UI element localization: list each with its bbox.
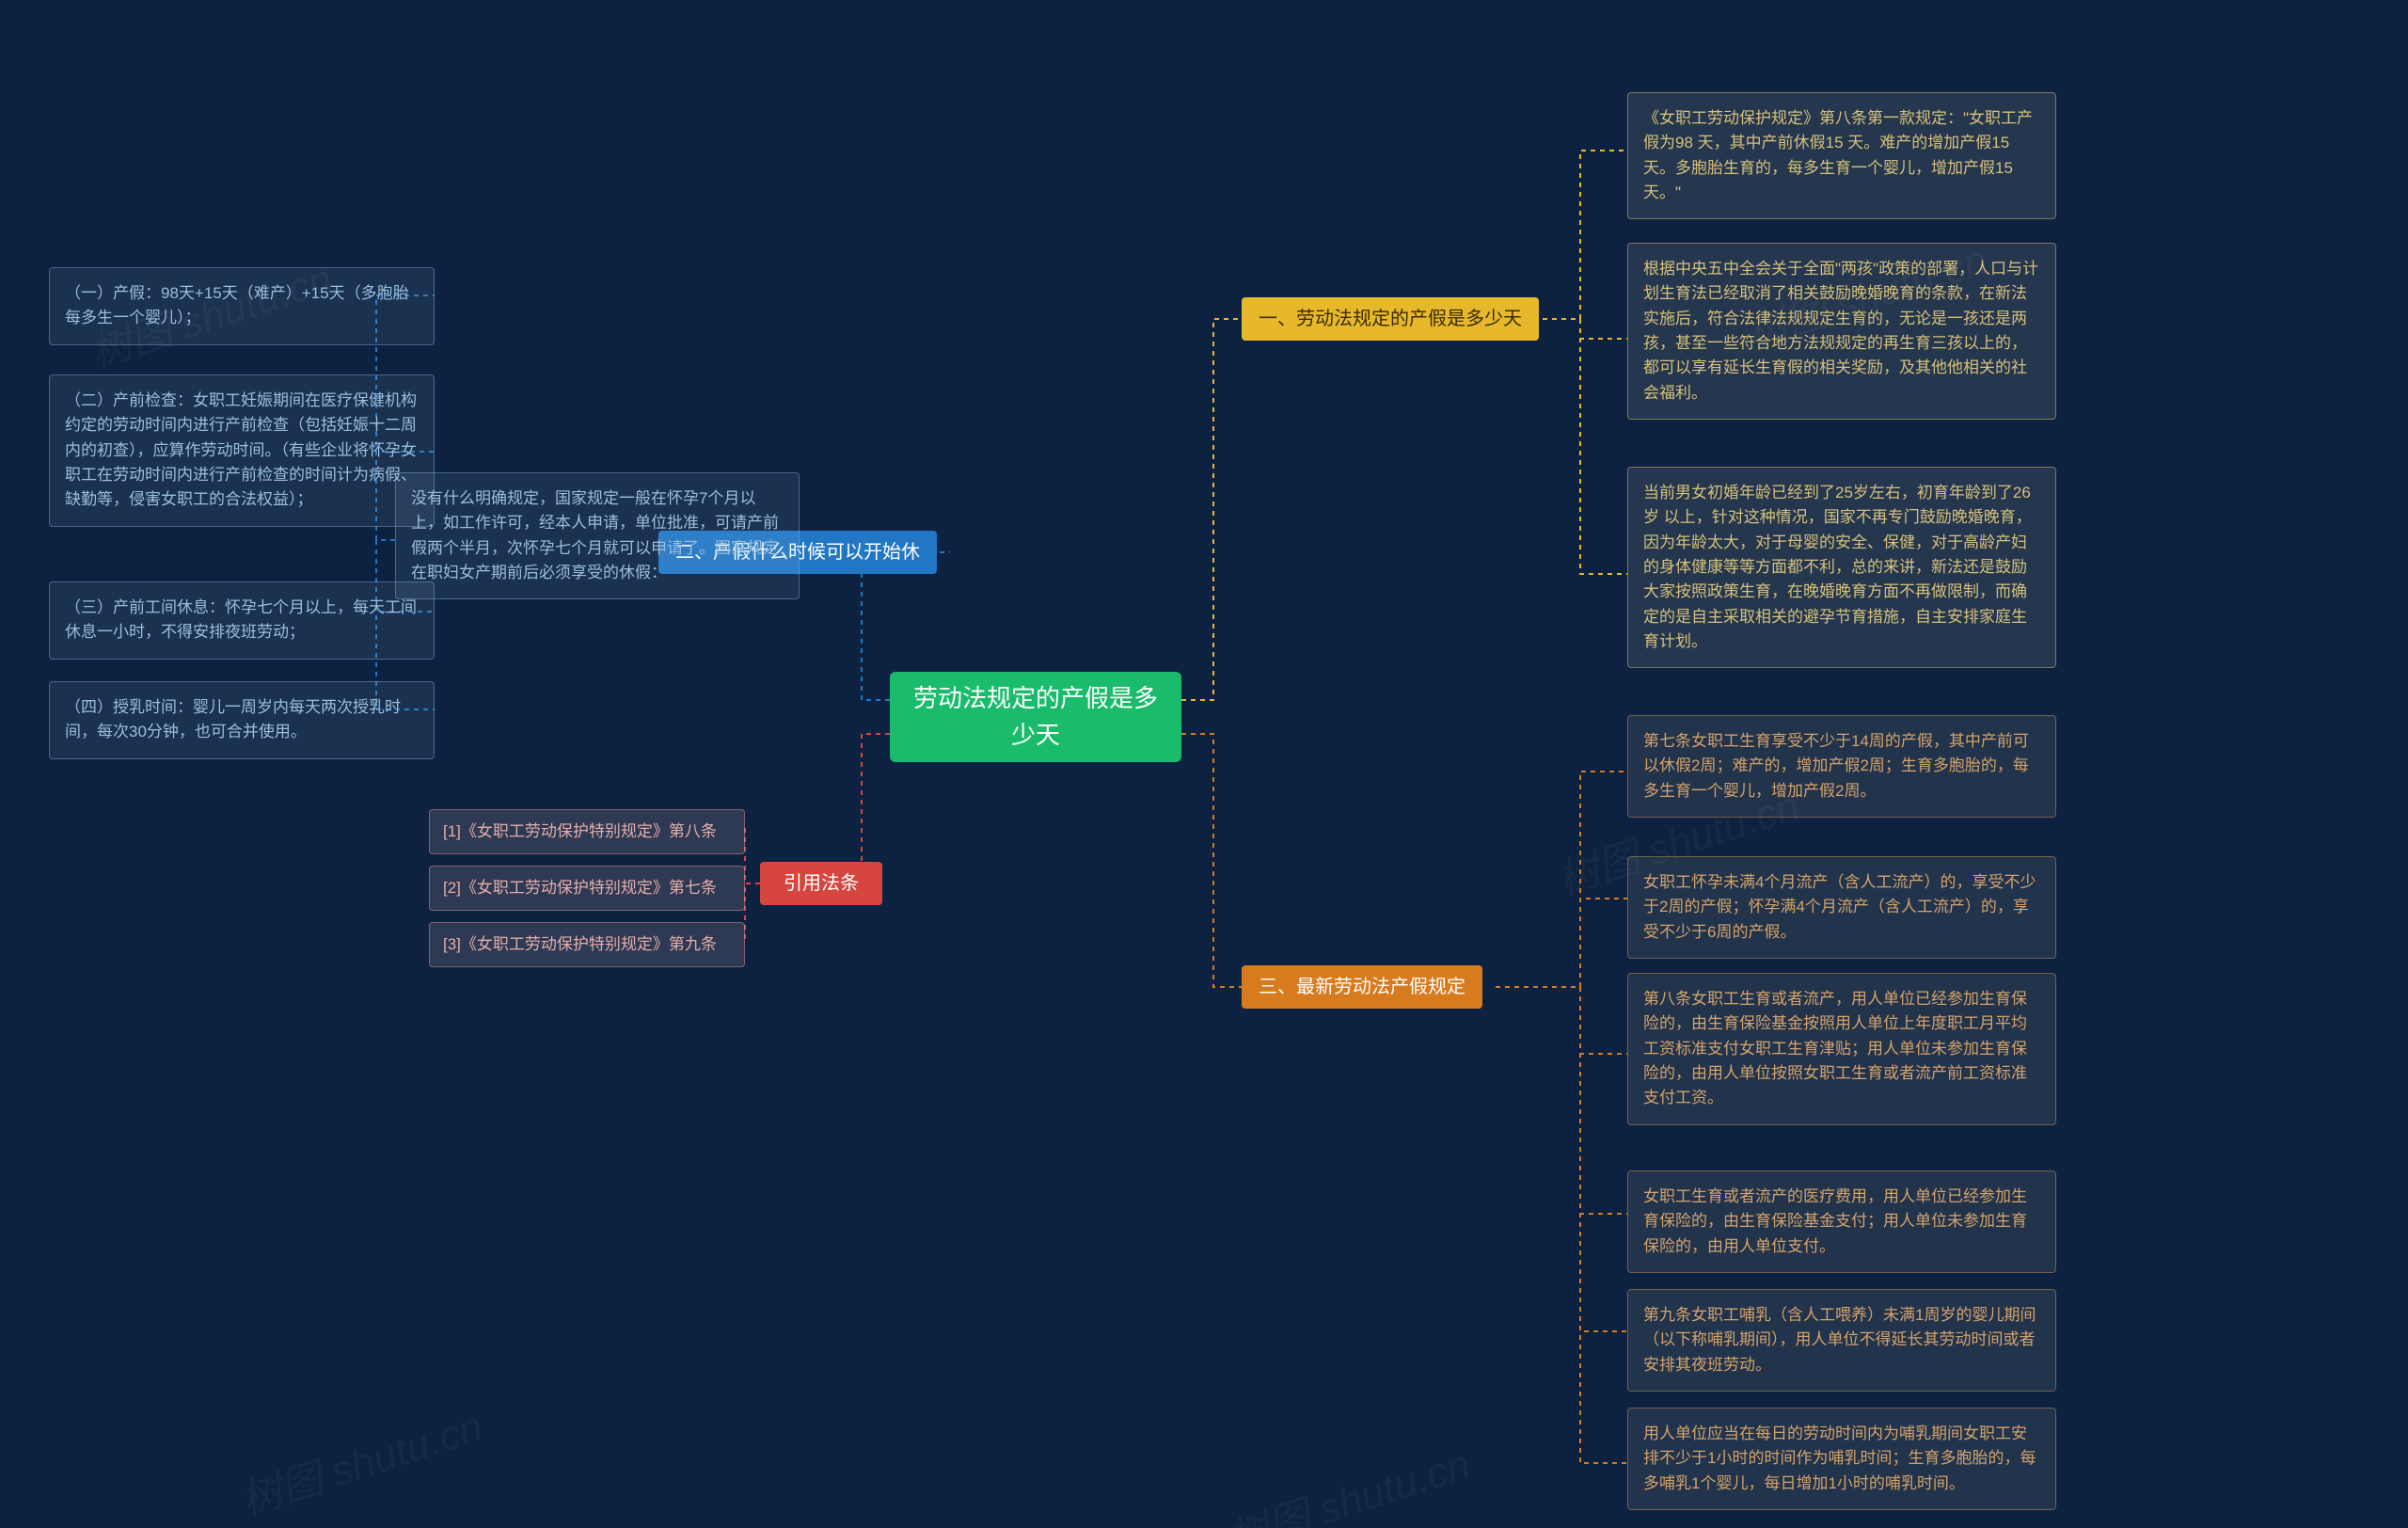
branch-3[interactable]: 三、最新劳动法产假规定 — [1242, 965, 1482, 1009]
leaf-b3-2[interactable]: 第八条女职工生育或者流产，用人单位已经参加生育保险的，由生育保险基金按照用人单位… — [1627, 973, 2056, 1125]
watermark: 树图 shutu.cn — [1220, 1430, 1477, 1528]
leaf-b4-2[interactable]: [3]《女职工劳动保护特别规定》第九条 — [429, 922, 745, 967]
leaf-b1-1[interactable]: 根据中央五中全会关于全面"两孩"政策的部署，人口与计划生育法已经取消了相关鼓励晚… — [1627, 243, 2056, 420]
leaf-b3-0[interactable]: 第七条女职工生育享受不少于14周的产假，其中产前可以休假2周；难产的，增加产假2… — [1627, 715, 2056, 818]
leaf-b2-3[interactable]: （四）授乳时间：婴儿一周岁内每天两次授乳时间，每次30分钟，也可合并使用。 — [49, 681, 435, 759]
branch-1[interactable]: 一、劳动法规定的产假是多少天 — [1242, 297, 1539, 341]
leaf-b2-0[interactable]: （一）产假：98天+15天（难产）+15天（多胞胎每多生一个婴儿）； — [49, 267, 435, 345]
leaf-b2-1[interactable]: （二）产前检查：女职工妊娠期间在医疗保健机构约定的劳动时间内进行产前检查（包括妊… — [49, 374, 435, 527]
leaf-b3-1[interactable]: 女职工怀孕未满4个月流产（含人工流产）的，享受不少于2周的产假；怀孕满4个月流产… — [1627, 856, 2056, 959]
leaf-b4-1[interactable]: [2]《女职工劳动保护特别规定》第七条 — [429, 866, 745, 911]
leaf-b3-4[interactable]: 第九条女职工哺乳（含人工喂养）未满1周岁的婴儿期间（以下称哺乳期间），用人单位不… — [1627, 1289, 2056, 1392]
root-node[interactable]: 劳动法规定的产假是多少天 — [890, 672, 1181, 762]
branch-4[interactable]: 引用法条 — [760, 862, 882, 905]
leaf-b1-0[interactable]: 《女职工劳动保护规定》第八条第一款规定："女职工产假为98 天，其中产前休假15… — [1627, 92, 2056, 219]
leaf-b2-2[interactable]: （三）产前工间休息：怀孕七个月以上，每天工间休息一小时，不得安排夜班劳动； — [49, 581, 435, 660]
leaf-b3-3[interactable]: 女职工生育或者流产的医疗费用，用人单位已经参加生育保险的，由生育保险基金支付；用… — [1627, 1170, 2056, 1273]
leaf-b3-5[interactable]: 用人单位应当在每日的劳动时间内为哺乳期间女职工安排不少于1小时的时间作为哺乳时间… — [1627, 1408, 2056, 1510]
watermark: 树图 shutu.cn — [232, 1393, 489, 1527]
leaf-b4-0[interactable]: [1]《女职工劳动保护特别规定》第八条 — [429, 809, 745, 854]
leaf-b1-2[interactable]: 当前男女初婚年龄已经到了25岁左右，初育年龄到了26岁 以上，针对这种情况，国家… — [1627, 467, 2056, 668]
leaf-b2-intro[interactable]: 没有什么明确规定，国家规定一般在怀孕7个月以上，如工作许可，经本人申请，单位批准… — [395, 472, 800, 599]
